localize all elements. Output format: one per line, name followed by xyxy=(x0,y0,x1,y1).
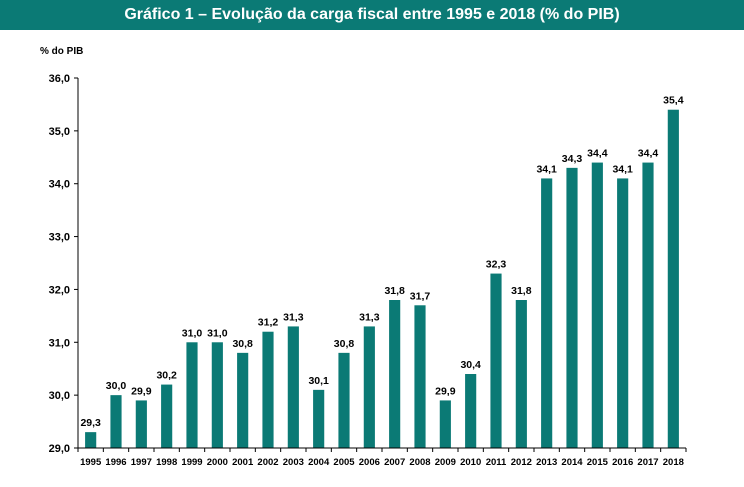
x-tick-label: 2016 xyxy=(612,457,633,468)
x-tick-label: 1995 xyxy=(80,457,102,468)
y-tick-label: 36,0 xyxy=(49,73,70,85)
x-tick-label: 2010 xyxy=(460,457,481,468)
bar-chart: % do PIB 29,0 30,0 31,0 32,0 33,0 34,0 35,0 36,… xyxy=(40,46,687,468)
data-label-2008: 31,7 xyxy=(410,290,431,302)
data-label-2012: 31,8 xyxy=(511,285,532,297)
bar-2017 xyxy=(642,162,654,449)
data-label-2014: 34,3 xyxy=(562,153,583,165)
x-tick-label: 2001 xyxy=(232,457,254,468)
x-tick-label: 2013 xyxy=(536,457,557,468)
x-tick-label: 2014 xyxy=(561,457,583,468)
x-axis: 1995 1996 1997 1998 1999 2000 2001 2002 2003 2004… xyxy=(77,447,687,468)
bar-2012 xyxy=(515,300,527,448)
x-tick-label: 1997 xyxy=(131,457,152,468)
x-tick-label: 2008 xyxy=(409,457,430,468)
bar-1996 xyxy=(110,395,122,448)
data-label-2003: 31,3 xyxy=(283,311,304,323)
bar-2014 xyxy=(566,167,578,448)
y-tick-label: 32,0 xyxy=(49,284,70,296)
bar-2009 xyxy=(439,400,451,448)
bar-2004 xyxy=(313,389,325,448)
bar-2005 xyxy=(338,352,350,448)
data-label-2013: 34,1 xyxy=(536,163,557,175)
data-label-2000: 31,0 xyxy=(207,327,228,339)
x-tick-label: 2012 xyxy=(511,457,532,468)
data-label-2002: 31,2 xyxy=(258,317,279,329)
bar-2010 xyxy=(465,374,477,448)
bar-2016 xyxy=(617,178,629,448)
bar-2008 xyxy=(414,305,426,448)
data-label-2009: 29,9 xyxy=(435,385,456,397)
bar-1999 xyxy=(186,342,198,448)
data-label-1998: 30,2 xyxy=(156,370,177,382)
bar-2000 xyxy=(211,342,223,448)
y-tick-label: 29,0 xyxy=(49,443,70,455)
x-tick-label: 2000 xyxy=(207,457,228,468)
x-tick-label: 1999 xyxy=(181,457,202,468)
x-tick-label: 2007 xyxy=(384,457,405,468)
data-label-1999: 31,0 xyxy=(182,327,203,339)
bar-1995 xyxy=(85,432,97,448)
x-tick-label: 2011 xyxy=(486,457,507,468)
data-label-2015: 34,4 xyxy=(587,148,608,160)
data-label-2006: 31,3 xyxy=(359,311,380,323)
x-tick-label: 2003 xyxy=(283,457,304,468)
bar-2007 xyxy=(389,300,401,448)
y-tick-label: 35,0 xyxy=(49,126,70,138)
data-label-2017: 34,4 xyxy=(638,148,659,160)
y-tick-label: 30,0 xyxy=(49,390,70,402)
x-tick-label: 2004 xyxy=(308,457,330,468)
data-label-2007: 31,8 xyxy=(384,285,405,297)
data-label-2004: 30,1 xyxy=(308,375,329,387)
chart-title: Gráfico 1 – Evolução da carga fiscal ent… xyxy=(0,0,744,30)
data-label-2005: 30,8 xyxy=(334,338,355,350)
data-label-2011: 32,3 xyxy=(486,259,507,271)
bar-2003 xyxy=(287,326,299,448)
data-label-2016: 34,1 xyxy=(612,163,633,175)
y-tick-label: 34,0 xyxy=(49,179,70,191)
bar-2013 xyxy=(541,178,553,448)
bar-1997 xyxy=(135,400,147,448)
x-tick-label: 2018 xyxy=(663,457,684,468)
bar-2006 xyxy=(363,326,375,448)
data-label-1997: 29,9 xyxy=(131,385,152,397)
bar-2015 xyxy=(591,162,603,449)
bars xyxy=(85,109,679,449)
data-label-2001: 30,8 xyxy=(232,338,253,350)
bar-2018 xyxy=(667,109,679,448)
value-labels: 29,3 30,0 29,9 30,2 31,0 31,0 30,8 31,2 31,3 30,1… xyxy=(80,95,683,429)
y-axis-label: % do PIB xyxy=(40,46,83,57)
bar-1998 xyxy=(161,384,173,448)
bar-2002 xyxy=(262,331,274,448)
data-label-1995: 29,3 xyxy=(80,417,101,429)
x-tick-label: 2009 xyxy=(435,457,456,468)
bar-2001 xyxy=(237,352,249,448)
x-tick-label: 1996 xyxy=(105,457,126,468)
x-tick-label: 2006 xyxy=(359,457,380,468)
data-label-1996: 30,0 xyxy=(106,380,127,392)
data-label-2018: 35,4 xyxy=(663,95,684,107)
bar-2011 xyxy=(490,273,502,448)
x-tick-label: 2005 xyxy=(333,457,355,468)
y-tick-label: 31,0 xyxy=(49,337,70,349)
x-tick-label: 2015 xyxy=(587,457,609,468)
y-tick-label: 33,0 xyxy=(49,232,70,244)
x-tick-label: 2002 xyxy=(257,457,278,468)
data-label-2010: 30,4 xyxy=(460,359,481,371)
y-axis: 29,0 30,0 31,0 32,0 33,0 34,0 35,0 36,0 xyxy=(49,73,79,455)
x-tick-label: 1998 xyxy=(156,457,177,468)
x-tick-label: 2017 xyxy=(637,457,658,468)
chart-area: % do PIB 29,0 30,0 31,0 32,0 33,0 34,0 35,0 36,… xyxy=(0,30,744,482)
